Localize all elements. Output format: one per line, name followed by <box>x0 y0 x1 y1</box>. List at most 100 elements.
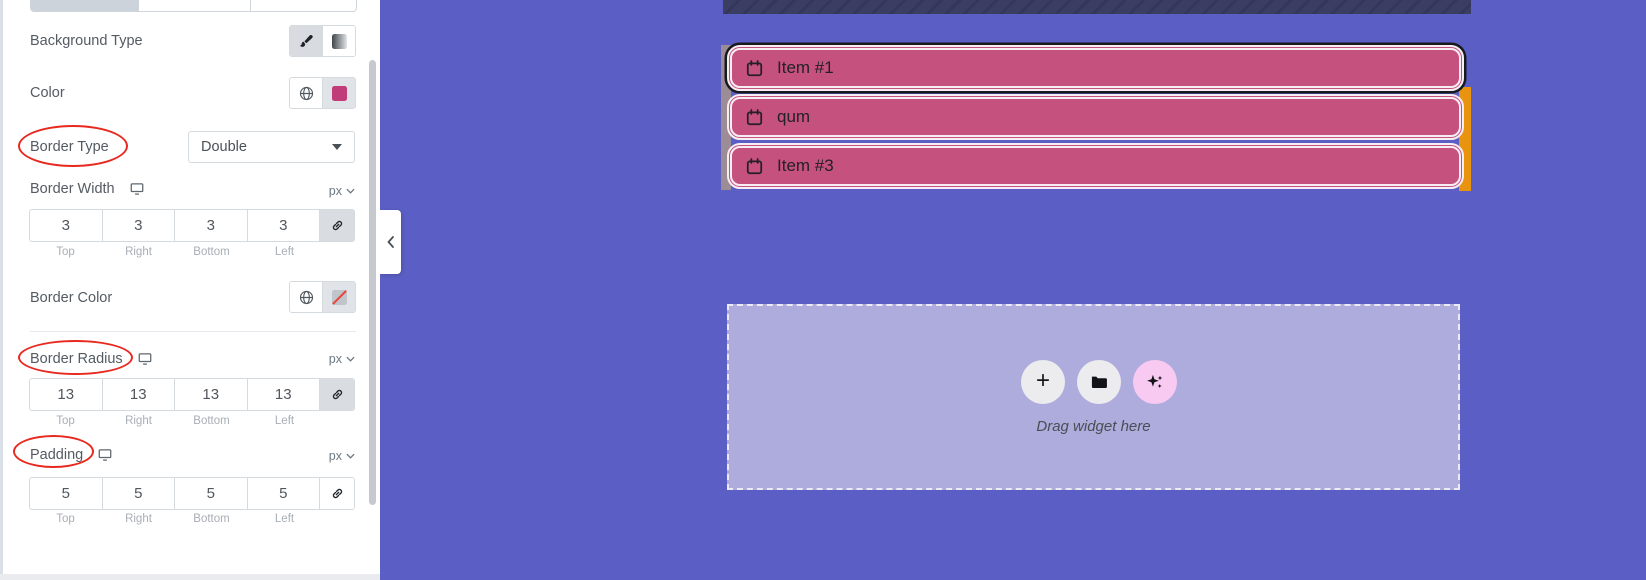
side-label-left: Left <box>274 513 295 525</box>
calendar-icon <box>746 157 763 174</box>
link-icon <box>332 389 342 400</box>
tab-divider <box>250 0 251 11</box>
drop-zone-hint: Drag widget here <box>1036 418 1151 435</box>
border-color-picker-button[interactable] <box>322 282 355 312</box>
responsive-desktop-icon[interactable] <box>137 352 153 366</box>
section-handle-bar[interactable] <box>723 0 1471 14</box>
side-label-bottom: Bottom <box>193 246 230 258</box>
list-item[interactable]: Item #1 <box>727 45 1464 91</box>
border-radius-left-input[interactable] <box>247 379 320 410</box>
caret-down-icon <box>332 144 342 150</box>
list-widget: Item #1 qum Item #3 <box>727 45 1464 192</box>
brush-icon <box>300 34 313 47</box>
unit-label: px <box>328 449 342 463</box>
panel-collapse-handle[interactable] <box>380 210 401 274</box>
border-width-right-input[interactable] <box>102 210 175 241</box>
list-item-label: Item #1 <box>777 58 834 77</box>
side-label-top: Top <box>56 513 75 525</box>
link-icon <box>332 220 342 231</box>
border-color-label: Border Color <box>30 290 113 306</box>
chevron-down-icon <box>346 356 355 362</box>
drop-zone[interactable]: + Drag widget here <box>727 304 1460 490</box>
global-color-button[interactable] <box>290 78 322 108</box>
workspace-edge <box>0 0 3 574</box>
padding-bottom-input[interactable] <box>175 478 248 509</box>
border-width-unit-selector[interactable]: px <box>329 184 355 198</box>
unit-label: px <box>328 352 342 366</box>
side-label-left: Left <box>274 415 295 427</box>
side-label-right: Right <box>125 246 152 258</box>
side-label-right: Right <box>125 513 152 525</box>
state-tabs-partial[interactable] <box>30 0 357 12</box>
chevron-down-icon <box>346 188 355 194</box>
border-radius-label: Border Radius <box>30 351 123 367</box>
gradient-icon <box>331 33 347 49</box>
border-radius-inputs <box>29 378 355 411</box>
border-width-inputs <box>29 209 355 242</box>
side-label-top: Top <box>56 246 75 258</box>
chevron-left-icon <box>387 236 394 248</box>
padding-link-button[interactable] <box>320 478 354 509</box>
list-item-label: Item #3 <box>777 156 834 175</box>
panel-scrollbar[interactable] <box>369 60 376 505</box>
border-radius-link-button[interactable] <box>320 379 354 410</box>
settings-panel: Background Type Color Border Type Double <box>3 0 380 574</box>
color-control-group <box>289 77 356 109</box>
border-width-left-input[interactable] <box>247 210 320 241</box>
padding-left-input[interactable] <box>247 478 320 509</box>
color-swatch <box>331 85 347 101</box>
globe-icon <box>299 86 313 100</box>
border-radius-header: Border Radius <box>30 351 153 367</box>
background-classic-button[interactable] <box>290 26 322 56</box>
responsive-desktop-icon[interactable] <box>129 182 145 196</box>
list-item[interactable]: Item #3 <box>727 143 1464 189</box>
responsive-desktop-icon[interactable] <box>97 448 113 462</box>
border-width-header: Border Width <box>30 181 145 197</box>
border-radius-unit-selector[interactable]: px <box>329 352 355 366</box>
no-color-swatch <box>331 289 347 305</box>
list-item[interactable]: qum <box>727 94 1464 140</box>
chevron-down-icon <box>346 453 355 459</box>
padding-header: Padding <box>30 447 113 463</box>
border-width-bottom-input[interactable] <box>175 210 248 241</box>
state-tab-selected[interactable] <box>31 0 139 11</box>
border-width-side-labels: Top Right Bottom Left <box>29 246 355 258</box>
unit-label: px <box>328 184 342 198</box>
padding-right-input[interactable] <box>102 478 175 509</box>
editor-canvas: Item #1 qum Item #3 + <box>380 0 1646 580</box>
color-picker-button[interactable] <box>322 78 355 108</box>
padding-inputs <box>29 477 355 510</box>
border-type-label: Border Type <box>30 139 109 155</box>
background-type-label: Background Type <box>30 33 143 49</box>
padding-top-input[interactable] <box>30 478 103 509</box>
border-radius-side-labels: Top Right Bottom Left <box>29 415 355 427</box>
widget-edge-left <box>721 45 731 190</box>
side-label-top: Top <box>56 415 75 427</box>
border-radius-bottom-input[interactable] <box>175 379 248 410</box>
border-radius-right-input[interactable] <box>102 379 175 410</box>
border-width-top-input[interactable] <box>30 210 103 241</box>
padding-unit-selector[interactable]: px <box>329 449 355 463</box>
padding-label: Padding <box>30 447 84 463</box>
calendar-icon <box>746 108 763 125</box>
list-item-label: qum <box>777 107 811 126</box>
add-widget-button[interactable]: + <box>1021 360 1065 404</box>
background-type-group <box>289 25 356 57</box>
side-label-right: Right <box>125 415 152 427</box>
border-radius-top-input[interactable] <box>30 379 103 410</box>
template-library-button[interactable] <box>1077 360 1121 404</box>
ai-assistant-button[interactable] <box>1133 360 1177 404</box>
padding-side-labels: Top Right Bottom Left <box>29 513 355 525</box>
background-gradient-button[interactable] <box>322 26 355 56</box>
global-border-color-button[interactable] <box>290 282 322 312</box>
border-type-value: Double <box>201 139 247 155</box>
color-label: Color <box>30 85 65 101</box>
side-label-left: Left <box>274 246 295 258</box>
border-width-link-button[interactable] <box>320 210 354 241</box>
panel-footer-strip <box>0 574 380 580</box>
folder-icon <box>1091 376 1107 388</box>
globe-icon <box>299 290 313 304</box>
border-color-group <box>289 281 356 313</box>
border-type-select[interactable]: Double <box>188 131 355 163</box>
side-label-bottom: Bottom <box>193 513 230 525</box>
